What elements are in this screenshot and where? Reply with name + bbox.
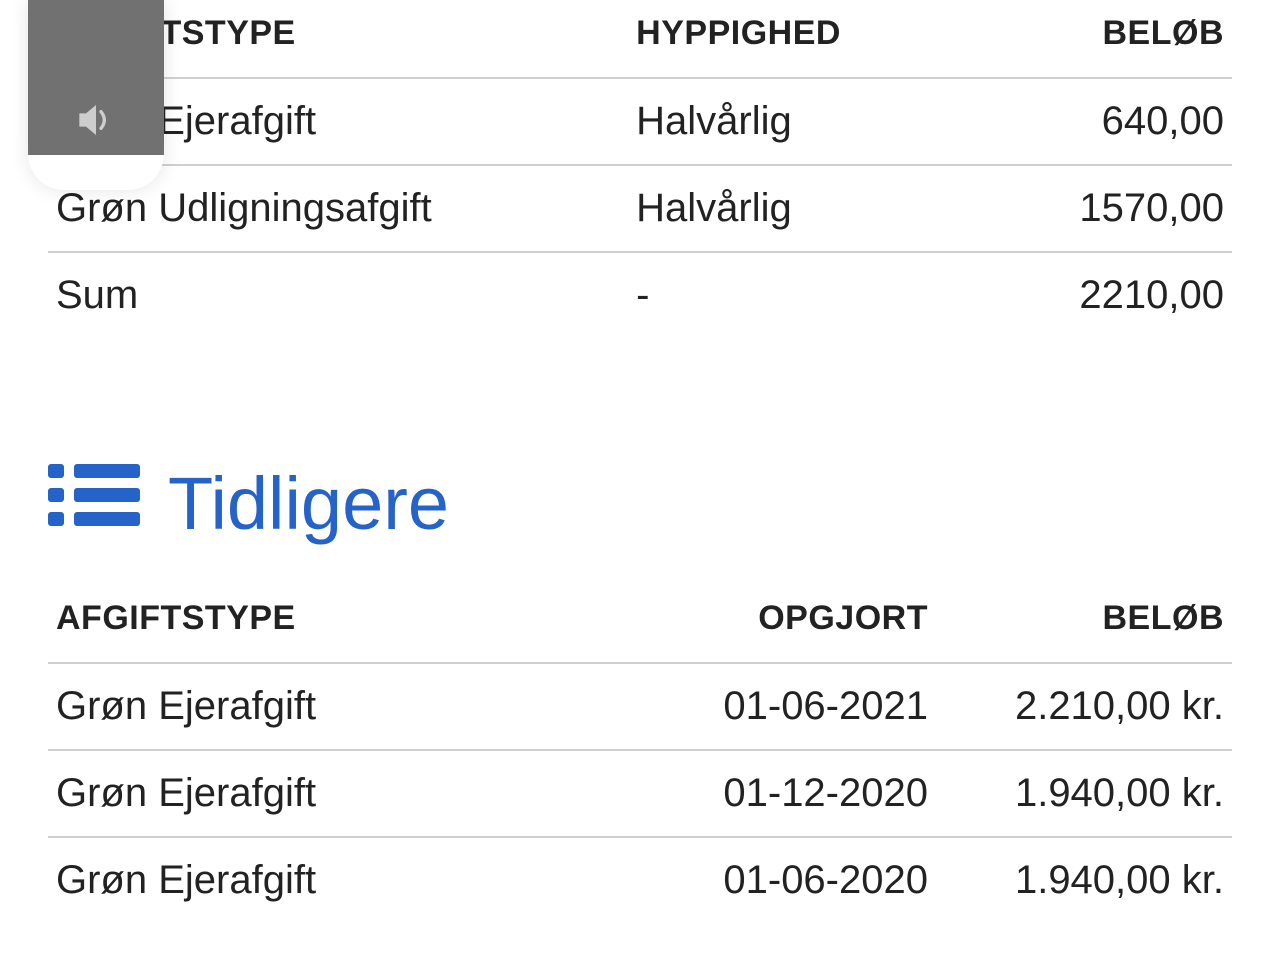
history-table: AFGIFTSTYPE OPGJORT BELØB Grøn Ejerafgif… xyxy=(48,585,1232,923)
table-header-row: AFGIFTSTYPE HYPPIGHED BELØB xyxy=(48,0,1232,78)
cell-amount: 640,00 xyxy=(983,78,1232,165)
table-row: Grøn Ejerafgift Halvårlig 640,00 xyxy=(48,78,1232,165)
col-header-date: OPGJORT xyxy=(616,585,936,663)
cell-frequency: Halvårlig xyxy=(628,165,983,252)
col-header-amount: BELØB xyxy=(936,585,1232,663)
cell-type: Grøn Ejerafgift xyxy=(48,663,616,750)
speaker-icon xyxy=(76,103,116,142)
col-header-frequency: HYPPIGHED xyxy=(628,0,983,78)
list-icon xyxy=(48,458,140,549)
table-row: Grøn Ejerafgift 01-12-2020 1.940,00 kr. xyxy=(48,750,1232,837)
previous-heading: Tidligere xyxy=(48,458,1232,549)
cell-date: 01-12-2020 xyxy=(616,750,936,837)
cell-date: 01-06-2021 xyxy=(616,663,936,750)
cell-frequency: - xyxy=(628,252,983,338)
table-row-sum: Sum - 2210,00 xyxy=(48,252,1232,338)
table-row: Grøn Ejerafgift 01-06-2021 2.210,00 kr. xyxy=(48,663,1232,750)
table-header-row: AFGIFTSTYPE OPGJORT BELØB xyxy=(48,585,1232,663)
cell-frequency: Halvårlig xyxy=(628,78,983,165)
volume-overlay xyxy=(28,0,164,190)
col-header-amount: BELØB xyxy=(983,0,1232,78)
cell-type: Sum xyxy=(48,252,628,338)
table-row: Grøn Ejerafgift 01-06-2020 1.940,00 kr. xyxy=(48,837,1232,923)
cell-amount: 2210,00 xyxy=(983,252,1232,338)
col-header-type: AFGIFTSTYPE xyxy=(48,585,616,663)
table-row: Grøn Udligningsafgift Halvårlig 1570,00 xyxy=(48,165,1232,252)
cell-type: Grøn Ejerafgift xyxy=(48,837,616,923)
previous-heading-text: Tidligere xyxy=(168,461,449,546)
cell-type: Grøn Ejerafgift xyxy=(48,750,616,837)
cell-amount: 1.940,00 kr. xyxy=(936,750,1232,837)
cell-date: 01-06-2020 xyxy=(616,837,936,923)
cell-amount: 1570,00 xyxy=(983,165,1232,252)
cell-amount: 1.940,00 kr. xyxy=(936,837,1232,923)
current-fees-table: AFGIFTSTYPE HYPPIGHED BELØB Grøn Ejerafg… xyxy=(48,0,1232,338)
cell-amount: 2.210,00 kr. xyxy=(936,663,1232,750)
